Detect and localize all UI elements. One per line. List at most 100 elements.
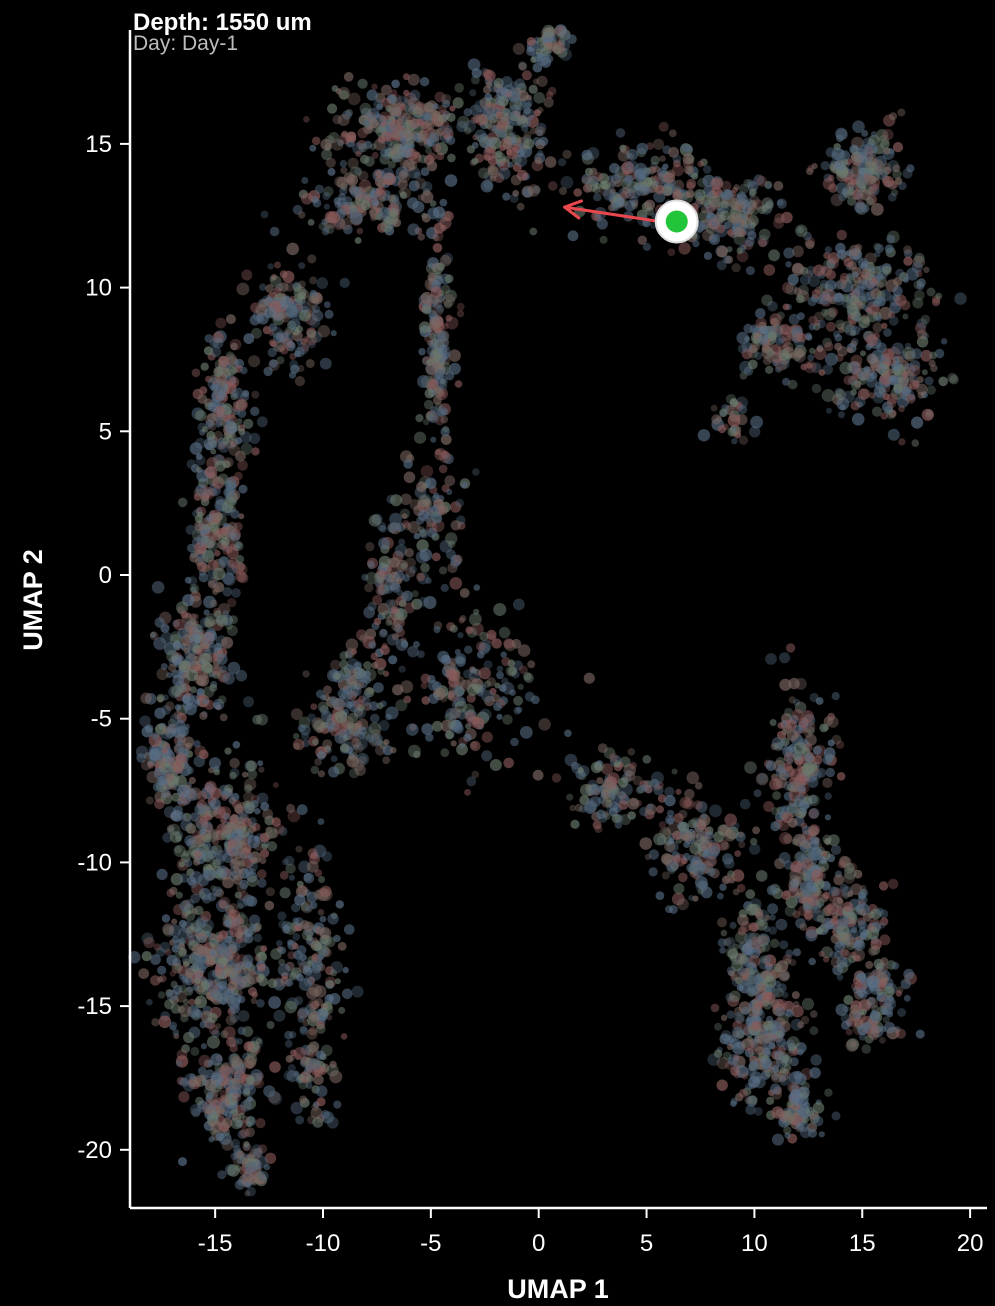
scatter-point — [178, 1004, 192, 1018]
scatter-point — [805, 240, 815, 250]
scatter-point — [203, 437, 217, 451]
scatter-point — [850, 325, 861, 336]
scatter-point — [839, 404, 846, 411]
scatter-point — [582, 183, 593, 193]
scatter-point — [889, 112, 898, 121]
scatter-point — [299, 1095, 308, 1104]
scatter-point — [583, 672, 595, 684]
scatter-point — [295, 1115, 305, 1125]
scatter-point — [243, 696, 254, 708]
scatter-point — [243, 1140, 250, 1148]
scatter-point — [412, 106, 424, 118]
scatter-point — [243, 784, 253, 793]
scatter-point — [485, 81, 492, 88]
scatter-point — [292, 204, 303, 215]
scatter-point — [598, 813, 608, 823]
scatter-point — [878, 306, 892, 320]
scatter-point — [377, 576, 385, 584]
scatter-point — [747, 359, 758, 370]
scatter-point — [911, 416, 924, 429]
scatter-point — [317, 818, 325, 825]
scatter-point — [928, 359, 936, 367]
scatter-point — [193, 488, 203, 497]
scatter-point — [235, 1150, 244, 1159]
scatter-point — [154, 798, 165, 810]
scatter-point — [416, 481, 427, 493]
scatter-point — [403, 89, 410, 97]
scatter-point — [160, 623, 170, 634]
scatter-point — [626, 148, 639, 161]
scatter-point — [407, 160, 418, 171]
scatter-point — [391, 79, 400, 89]
scatter-point — [464, 789, 471, 796]
scatter-point — [654, 184, 665, 195]
scatter-point — [889, 316, 899, 326]
scatter-point — [418, 528, 429, 539]
scatter-point — [634, 182, 643, 191]
scatter-point — [911, 348, 922, 360]
scatter-point — [373, 682, 384, 693]
scatter-point — [517, 683, 524, 691]
scatter-point — [627, 748, 636, 756]
scatter-point — [726, 246, 733, 253]
scatter-point — [364, 156, 375, 167]
scatter-point — [360, 154, 370, 164]
scatter-point — [818, 855, 827, 864]
scatter-point — [365, 542, 375, 552]
scatter-point — [435, 304, 445, 313]
scatter-point — [426, 122, 435, 130]
scatter-point — [406, 723, 419, 736]
scatter-point — [518, 62, 527, 71]
scatter-point — [824, 246, 832, 254]
scatter-point — [765, 653, 777, 665]
scatter-point — [246, 1186, 256, 1197]
scatter-point — [805, 334, 813, 341]
scatter-point — [376, 186, 387, 197]
scatter-point — [198, 1066, 207, 1076]
scatter-point — [893, 388, 901, 396]
scatter-point — [403, 459, 413, 469]
scatter-point — [414, 102, 428, 115]
scatter-point — [892, 286, 903, 297]
scatter-point — [444, 174, 458, 187]
scatter-point — [221, 1117, 233, 1129]
scatter-point — [724, 255, 734, 264]
scatter-point — [861, 260, 869, 268]
scatter-point — [570, 819, 580, 829]
scatter-point — [442, 99, 451, 108]
scatter-point — [584, 801, 597, 814]
scatter-point — [143, 937, 155, 949]
scatter-point — [368, 722, 382, 736]
scatter-point — [609, 163, 620, 174]
scatter-point — [357, 675, 364, 683]
scatter-point — [862, 173, 871, 182]
scatter-point — [454, 653, 467, 665]
scatter-point — [444, 274, 454, 284]
scatter-point — [783, 751, 795, 763]
scatter-point — [339, 90, 349, 100]
scatter-point — [827, 716, 839, 728]
scatter-point — [407, 73, 420, 86]
scatter-point — [286, 803, 296, 813]
scatter-point — [487, 166, 500, 179]
scatter-point — [414, 178, 427, 190]
scatter-point — [178, 919, 187, 928]
scatter-point — [481, 731, 493, 743]
scatter-point — [534, 54, 543, 63]
scatter-point — [738, 841, 746, 849]
scatter-point — [343, 224, 353, 235]
scatter-point — [440, 654, 451, 665]
scatter-point — [431, 114, 445, 128]
scatter-point — [785, 261, 792, 268]
scatter-point — [861, 129, 869, 137]
scatter-point — [896, 395, 909, 408]
scatter-point — [147, 762, 154, 769]
scatter-point — [408, 97, 421, 110]
scatter-point — [275, 940, 283, 947]
scatter-point — [474, 129, 487, 142]
scatter-point — [427, 679, 439, 691]
scatter-point — [203, 851, 210, 858]
scatter-point — [525, 101, 532, 109]
scatter-point — [721, 875, 731, 885]
